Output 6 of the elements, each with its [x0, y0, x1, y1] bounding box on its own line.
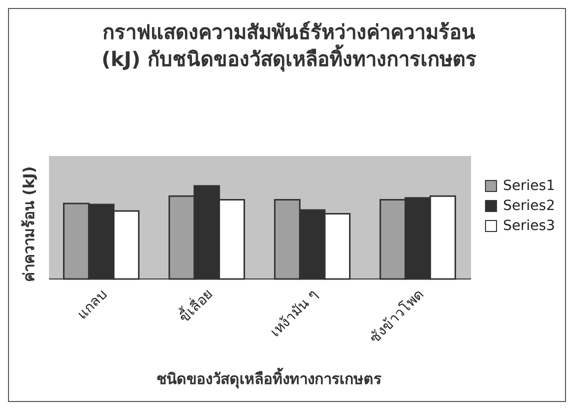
x-axis-title: ชนิดของวัสดุเหลือทิ้งทางการเกษตร [156, 367, 382, 390]
y-axis-title: ค่าความร้อน (kJ) [19, 166, 39, 282]
legend-label: Series2 [503, 198, 555, 214]
legend-label: Series1 [503, 178, 555, 194]
legend-label: Series3 [503, 218, 555, 234]
chart-title: กราฟแสดงความสัมพันธ์รัหว่างค่าความร้อน (kJ) กับชนิดของวัสดุเหลือทิ้งทางการเกษตร [100, 19, 478, 73]
